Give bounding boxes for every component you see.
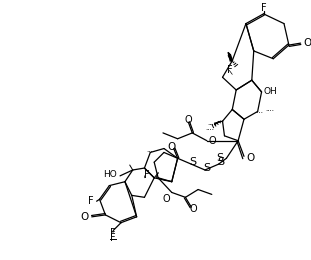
Text: S: S — [217, 157, 224, 167]
Text: F: F — [110, 229, 116, 238]
Text: O: O — [246, 153, 254, 163]
Text: S: S — [203, 163, 211, 173]
Text: S: S — [216, 153, 224, 163]
Text: ...: ... — [207, 120, 214, 126]
Text: F: F — [88, 196, 94, 206]
Text: O: O — [209, 136, 216, 146]
Text: F: F — [226, 66, 232, 75]
Text: ....: .... — [146, 147, 155, 153]
Text: O: O — [168, 142, 176, 152]
Text: ....: .... — [205, 125, 214, 131]
Text: O: O — [304, 38, 311, 48]
Text: O: O — [162, 194, 170, 204]
Text: ....: .... — [254, 108, 263, 114]
Text: O: O — [81, 212, 89, 222]
Text: ....: .... — [266, 107, 275, 113]
Text: HO: HO — [103, 170, 117, 179]
Text: F: F — [261, 3, 266, 13]
Text: O: O — [184, 115, 192, 125]
Text: ....: .... — [164, 177, 172, 182]
Text: S: S — [190, 157, 197, 167]
Text: F: F — [144, 170, 150, 180]
Text: F: F — [110, 233, 116, 243]
Text: OH: OH — [263, 87, 277, 96]
Text: O: O — [189, 204, 197, 214]
